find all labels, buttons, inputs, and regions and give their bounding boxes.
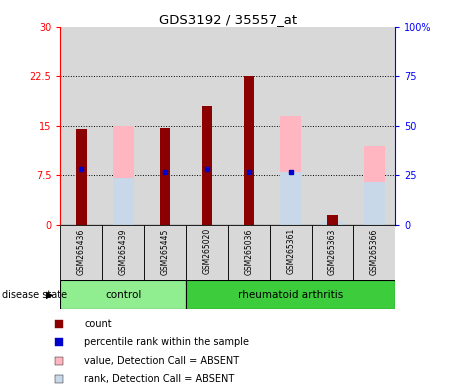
Bar <box>270 225 312 280</box>
Bar <box>113 126 134 225</box>
Text: rheumatoid arthritis: rheumatoid arthritis <box>238 290 343 300</box>
Text: count: count <box>84 319 112 329</box>
Text: GSM265436: GSM265436 <box>77 228 86 275</box>
Bar <box>364 182 385 225</box>
Text: value, Detection Call = ABSENT: value, Detection Call = ABSENT <box>84 356 239 366</box>
Bar <box>244 76 254 225</box>
Title: GDS3192 / 35557_at: GDS3192 / 35557_at <box>159 13 297 26</box>
Bar <box>364 146 385 225</box>
Text: control: control <box>105 290 141 300</box>
Bar <box>353 225 395 280</box>
Bar <box>160 128 170 225</box>
Text: ▶: ▶ <box>46 290 53 300</box>
Bar <box>60 280 186 309</box>
Text: GSM265445: GSM265445 <box>160 228 170 275</box>
Bar <box>280 172 301 225</box>
Bar <box>144 225 186 280</box>
Bar <box>327 215 338 225</box>
Bar <box>60 225 102 280</box>
Text: disease state: disease state <box>2 290 67 300</box>
Text: GSM265020: GSM265020 <box>202 228 212 275</box>
Text: GSM265439: GSM265439 <box>119 228 128 275</box>
Bar <box>76 129 86 225</box>
Text: GSM265363: GSM265363 <box>328 228 337 275</box>
Bar <box>228 225 270 280</box>
Text: GSM265366: GSM265366 <box>370 228 379 275</box>
Bar <box>186 280 395 309</box>
Text: rank, Detection Call = ABSENT: rank, Detection Call = ABSENT <box>84 374 234 384</box>
Bar <box>322 221 343 225</box>
Bar <box>113 179 134 225</box>
Bar <box>312 225 353 280</box>
Bar <box>202 106 212 225</box>
Text: percentile rank within the sample: percentile rank within the sample <box>84 338 249 348</box>
Text: GSM265036: GSM265036 <box>244 228 253 275</box>
Bar <box>102 225 144 280</box>
Text: GSM265361: GSM265361 <box>286 228 295 275</box>
Bar <box>280 116 301 225</box>
Bar <box>186 225 228 280</box>
